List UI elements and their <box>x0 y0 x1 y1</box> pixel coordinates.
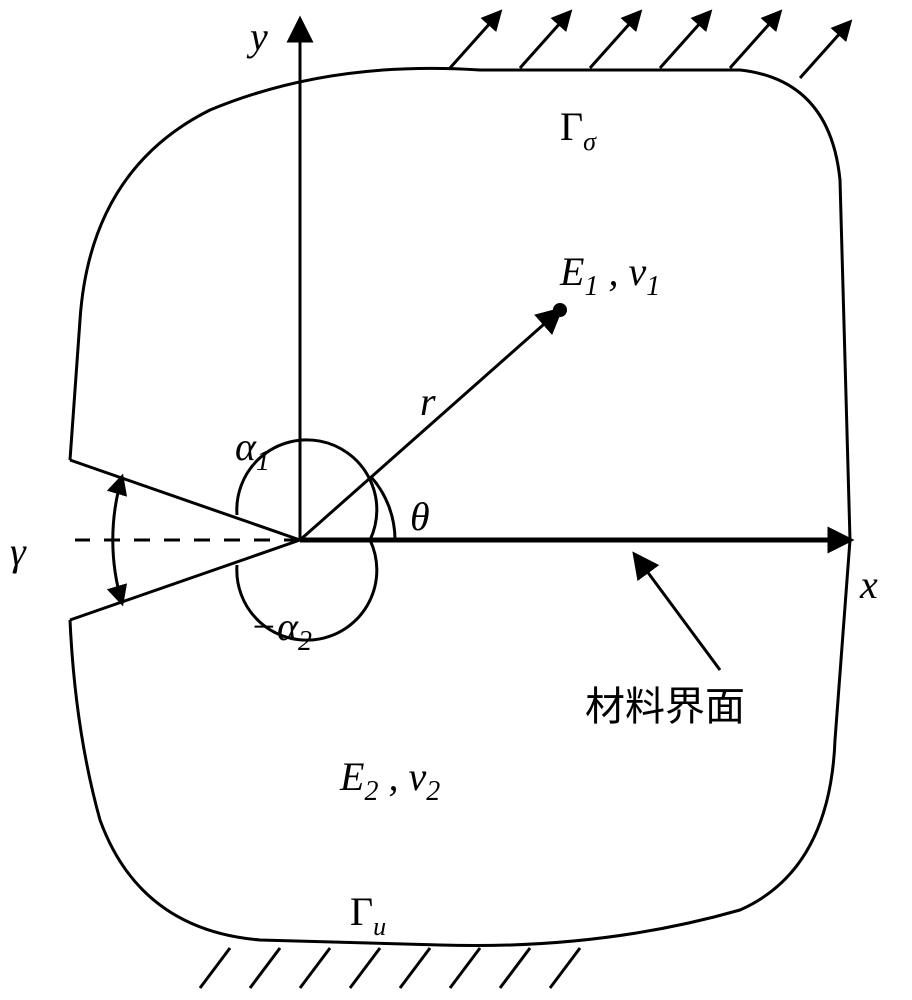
theta-label: θ <box>410 494 430 539</box>
material1-label: E1 , ν1 <box>559 249 660 302</box>
traction-arrows <box>450 12 850 78</box>
hatch-line <box>200 948 230 988</box>
y-axis-label: y <box>246 14 268 59</box>
r-vector <box>300 310 560 540</box>
traction-arrow <box>450 12 500 68</box>
domain-outline <box>70 68 850 945</box>
traction-arrow <box>800 22 850 78</box>
hatch-line <box>500 948 530 988</box>
traction-arrow <box>590 12 640 68</box>
hatch-line <box>300 948 330 988</box>
hatch-line <box>350 948 380 988</box>
hatch-line <box>250 948 280 988</box>
hatch-line <box>400 948 430 988</box>
material-interface-text: 材料界面 <box>585 684 745 729</box>
traction-arrow <box>730 12 780 68</box>
r-label: r <box>420 379 436 424</box>
alpha2-label: −α2 <box>250 604 312 657</box>
traction-arrow <box>520 12 570 68</box>
traction-arrow <box>660 12 710 68</box>
r-vector-tip-dot <box>553 303 567 317</box>
diagram-figure: x y γ r θ α1 −α2 E1 , ν1 E2 , ν2 Γσ Γu 材… <box>0 0 912 1000</box>
material2-label: E2 , ν2 <box>339 754 440 807</box>
gamma-u-label: Γu <box>350 889 386 941</box>
gamma-label: γ <box>10 529 27 574</box>
hatch-line <box>450 948 480 988</box>
hatch-line <box>550 948 580 988</box>
alpha1-label: α1 <box>235 424 270 477</box>
support-hatches <box>200 948 580 988</box>
x-axis-label: x <box>859 562 878 607</box>
gamma-sigma-label: Γσ <box>560 104 597 156</box>
interface-pointer-arrow <box>635 555 720 670</box>
